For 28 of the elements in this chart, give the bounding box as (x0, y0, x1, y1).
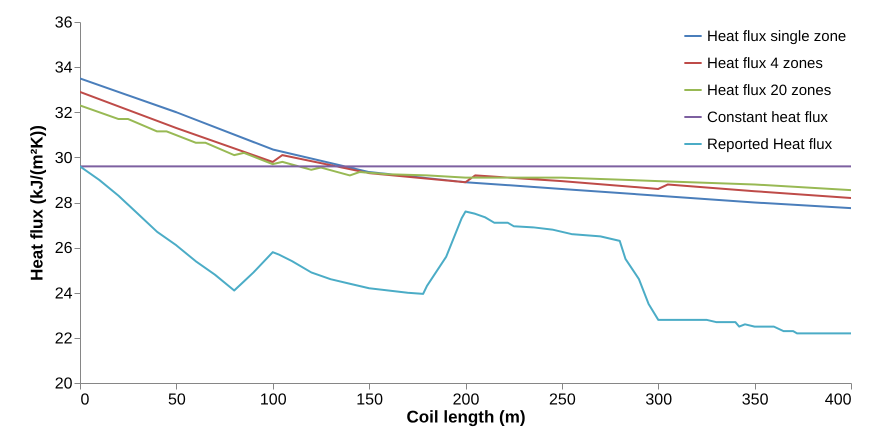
legend-label: Heat flux 20 zones (707, 82, 832, 99)
x-tick-label: 200 (452, 392, 480, 408)
y-tick-label: 26 (54, 240, 73, 258)
y-tick-label: 20 (54, 376, 73, 392)
y-tick-label: 28 (54, 195, 73, 212)
y-tick-label: 30 (54, 150, 73, 167)
y-tick-label: 22 (54, 330, 73, 348)
x-tick-label: 300 (645, 392, 672, 408)
line-series (80, 165, 851, 334)
legend-label: Heat flux 4 zones (707, 55, 823, 72)
line-series (80, 104, 851, 192)
x-tick-label: 50 (168, 392, 186, 408)
y-axis-title: Heat flux (kJ/(m²K)) (28, 125, 47, 281)
x-tick-label: 350 (742, 392, 769, 408)
y-tick-label: 24 (54, 285, 73, 302)
legend-label: Reported Heat flux (707, 136, 833, 153)
y-tick-label: 34 (54, 60, 73, 77)
x-axis-title: Coil length (m) (406, 408, 526, 426)
y-tick-label: 36 (54, 14, 73, 32)
legend-label: Constant heat flux (707, 109, 828, 126)
x-tick-label: 150 (356, 392, 384, 408)
x-tick-label: 100 (260, 392, 287, 408)
x-tick-label: 400 (824, 392, 852, 408)
x-tick-label: 250 (549, 392, 576, 408)
y-tick-label: 32 (54, 104, 73, 122)
legend-label: Heat flux single zone (707, 28, 846, 45)
line-series (80, 77, 851, 210)
x-tick-label: 0 (80, 392, 90, 408)
